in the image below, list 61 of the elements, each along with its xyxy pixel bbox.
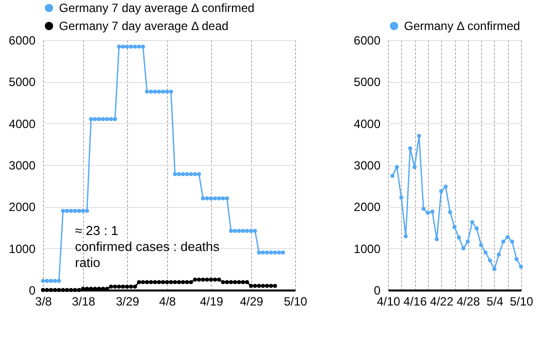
point xyxy=(452,225,456,230)
x-tick-label: 5/10 xyxy=(284,294,308,308)
point xyxy=(426,210,430,215)
y-tick-label: 6000 xyxy=(8,34,36,48)
y-tick-label: 5000 xyxy=(8,75,36,90)
point xyxy=(421,206,426,211)
y-tick-label: 3000 xyxy=(8,158,36,172)
x-tick-label: 3/18 xyxy=(72,294,96,308)
point xyxy=(439,189,444,194)
x-tick-label: 3/29 xyxy=(116,294,140,308)
point xyxy=(394,165,399,170)
y-tick-label: 2000 xyxy=(8,200,36,214)
point xyxy=(506,235,510,240)
point xyxy=(461,246,466,250)
x-tick-label: 4/28 xyxy=(456,294,480,308)
x-tick-label: 5/4 xyxy=(486,294,504,308)
x-tick-label: 3/8 xyxy=(35,294,52,308)
point xyxy=(501,240,506,244)
legend-label: Germany 7 day average Δ dead xyxy=(59,19,228,33)
y-tick-label: 5000 xyxy=(354,75,381,90)
point xyxy=(404,234,408,238)
y-tick-label: 0 xyxy=(374,284,381,298)
x-tick-label: 4/19 xyxy=(200,294,224,308)
point xyxy=(434,237,439,242)
y-tick-label: 4000 xyxy=(354,116,381,131)
point xyxy=(470,220,474,224)
x-tick-label: 4/22 xyxy=(430,294,454,308)
point xyxy=(510,240,514,244)
point xyxy=(488,258,492,262)
point xyxy=(479,243,484,247)
point xyxy=(408,146,412,150)
y-tick-label: 1000 xyxy=(8,242,36,256)
point xyxy=(399,196,404,200)
x-tick-label: 5/10 xyxy=(510,294,534,308)
point xyxy=(474,226,479,230)
point xyxy=(466,240,470,244)
y-tick-label: 3000 xyxy=(354,158,381,172)
point xyxy=(519,264,523,269)
y-tick-label: 2000 xyxy=(354,200,381,214)
annotation: ≈ 23 : 1 confirmed cases : deaths ratio xyxy=(75,223,220,270)
point xyxy=(448,210,452,214)
y-tick-label: 4000 xyxy=(8,116,36,131)
x-tick-label: 4/10 xyxy=(376,294,400,308)
point xyxy=(456,236,461,240)
y-tick-label: 0 xyxy=(28,284,36,298)
legend-label: Germany Δ confirmed xyxy=(404,19,520,33)
point xyxy=(412,165,417,170)
x-tick-label: 4/29 xyxy=(240,294,264,308)
point xyxy=(496,252,501,257)
point xyxy=(390,174,394,178)
point xyxy=(430,210,434,214)
point xyxy=(484,250,488,254)
y-tick-label: 1000 xyxy=(354,242,381,256)
x-tick-label: 4/16 xyxy=(403,294,428,308)
x-tick-label: 4/8 xyxy=(159,294,176,308)
legend-label: Germany 7 day average Δ confirmed xyxy=(59,1,254,15)
y-tick-label: 6000 xyxy=(354,34,381,48)
point xyxy=(492,267,496,272)
point xyxy=(417,134,422,138)
point xyxy=(444,184,448,189)
point xyxy=(514,257,519,262)
